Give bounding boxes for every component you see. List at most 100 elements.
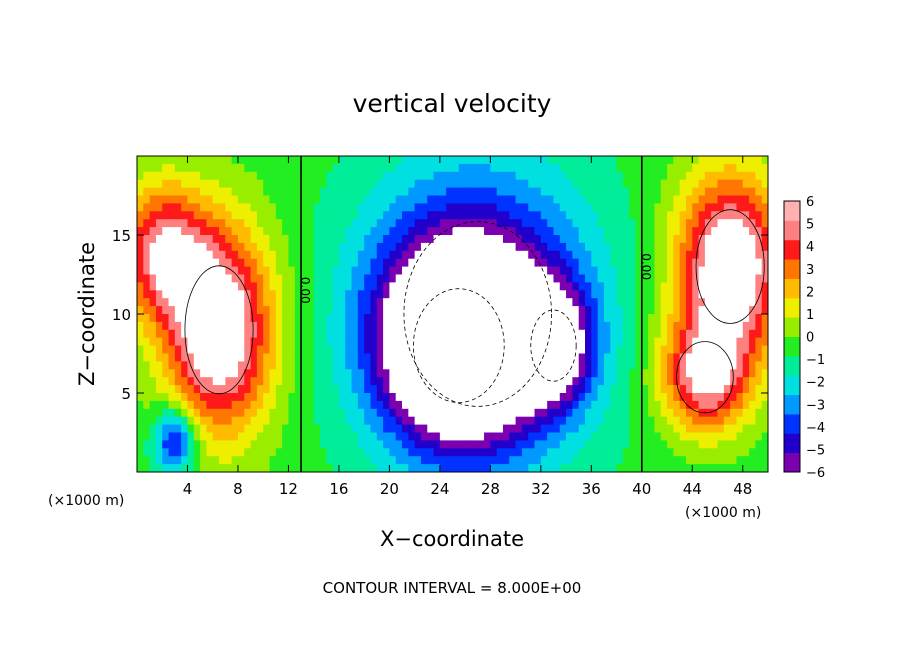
heatmap-cell — [364, 250, 371, 260]
heatmap-cell — [711, 235, 718, 244]
heatmap-cell — [540, 456, 548, 465]
heatmap-cell — [723, 211, 731, 220]
heatmap-cell — [679, 408, 687, 418]
heatmap-cell — [155, 393, 163, 402]
heatmap-cell — [174, 195, 182, 204]
heatmap-cell — [168, 258, 176, 267]
heatmap-cell — [585, 424, 592, 433]
heatmap-cell — [275, 345, 283, 354]
heatmap-cell — [319, 448, 327, 457]
heatmap-cell — [465, 195, 472, 204]
heatmap-cell — [427, 156, 434, 165]
heatmap-cell — [420, 369, 428, 378]
heatmap-cell — [635, 156, 643, 165]
heatmap-cell — [660, 448, 668, 457]
heatmap-cell — [603, 345, 611, 354]
heatmap-cell — [414, 377, 422, 386]
heatmap-cell — [162, 464, 169, 473]
heatmap-cell — [572, 440, 580, 449]
heatmap-cell — [414, 195, 422, 204]
heatmap-cell — [755, 353, 763, 362]
heatmap-cell — [717, 187, 725, 196]
heatmap-cell — [376, 274, 384, 283]
heatmap-cell — [162, 321, 169, 331]
heatmap-cell — [219, 187, 226, 196]
heatmap-cell — [711, 321, 718, 331]
heatmap-cell — [143, 448, 151, 457]
heatmap-cell — [629, 400, 636, 410]
heatmap-cell — [755, 250, 763, 260]
heatmap-cell — [641, 408, 649, 418]
heatmap-cell — [420, 353, 428, 362]
heatmap-cell — [162, 329, 169, 339]
heatmap-cell — [294, 266, 302, 275]
heatmap-cell — [641, 424, 649, 433]
heatmap-cell — [692, 377, 699, 386]
heatmap-cell — [692, 432, 699, 441]
heatmap-cell — [364, 440, 371, 449]
heatmap-cell — [427, 227, 434, 236]
heatmap-cell — [149, 329, 157, 339]
heatmap-cell — [603, 337, 611, 346]
heatmap-cell — [395, 408, 403, 418]
heatmap-cell — [477, 400, 485, 410]
heatmap-cell — [269, 440, 277, 449]
heatmap-cell — [509, 282, 516, 291]
heatmap-cell — [420, 329, 428, 339]
heatmap-cell — [219, 227, 226, 236]
heatmap-cell — [439, 242, 447, 252]
heatmap-cell — [685, 242, 693, 252]
heatmap-cell — [591, 306, 599, 315]
heatmap-cell — [547, 298, 554, 307]
heatmap-cell — [585, 195, 592, 204]
heatmap-cell — [559, 235, 567, 244]
heatmap-cell — [414, 266, 422, 275]
heatmap-cell — [155, 377, 163, 386]
heatmap-cell — [162, 187, 169, 196]
heatmap-cell — [553, 242, 561, 252]
heatmap-cell — [496, 424, 504, 433]
heatmap-cell — [553, 203, 561, 212]
heatmap-cell — [433, 385, 441, 394]
heatmap-cell — [540, 337, 548, 346]
heatmap-cell — [730, 361, 737, 370]
heatmap-cell — [641, 290, 649, 299]
heatmap-cell — [685, 408, 693, 418]
heatmap-cell — [282, 171, 289, 181]
heatmap-cell — [635, 203, 643, 212]
heatmap-cell — [572, 274, 580, 283]
heatmap-cell — [736, 416, 744, 425]
heatmap-cell — [749, 361, 756, 370]
heatmap-cell — [250, 187, 258, 196]
heatmap-cell — [704, 329, 712, 339]
heatmap-cell — [566, 195, 573, 204]
heatmap-cell — [736, 219, 744, 228]
heatmap-cell — [212, 408, 220, 418]
heatmap-cell — [143, 298, 151, 307]
heatmap-cell — [736, 306, 744, 315]
heatmap-cell — [717, 337, 725, 346]
heatmap-cell — [395, 195, 403, 204]
colorbar-swatch — [784, 297, 800, 318]
heatmap-cell — [673, 456, 681, 465]
heatmap-cell — [282, 227, 289, 236]
heatmap-cell — [547, 203, 554, 212]
heatmap-cell — [458, 432, 466, 441]
heatmap-cell — [383, 266, 390, 275]
heatmap-cell — [433, 156, 441, 165]
heatmap-cell — [212, 258, 220, 267]
heatmap-cell — [742, 195, 750, 204]
heatmap-cell — [749, 211, 756, 220]
heatmap-cell — [673, 195, 681, 204]
heatmap-cell — [477, 369, 485, 378]
heatmap-cell — [622, 440, 630, 449]
heatmap-cell — [345, 400, 352, 410]
heatmap-cell — [439, 456, 447, 465]
heatmap-cell — [540, 203, 548, 212]
heatmap-cell — [149, 171, 157, 181]
heatmap-cell — [559, 227, 567, 236]
heatmap-cell — [490, 156, 498, 165]
heatmap-cell — [629, 377, 636, 386]
heatmap-cell — [420, 361, 428, 370]
heatmap-cell — [660, 171, 668, 181]
